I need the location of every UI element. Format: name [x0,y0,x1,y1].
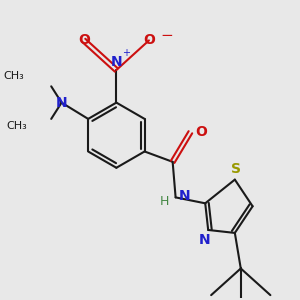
Text: CH₃: CH₃ [4,71,25,81]
Text: −: − [160,28,173,44]
Text: N: N [199,233,210,247]
Text: H: H [160,195,169,208]
Text: N: N [56,96,68,110]
Text: N: N [111,55,122,69]
Text: O: O [143,33,155,47]
Text: +: + [122,48,130,58]
Text: N: N [179,189,191,203]
Text: S: S [231,162,241,176]
Text: O: O [78,33,90,47]
Text: CH₃: CH₃ [7,121,28,131]
Text: O: O [195,125,207,139]
